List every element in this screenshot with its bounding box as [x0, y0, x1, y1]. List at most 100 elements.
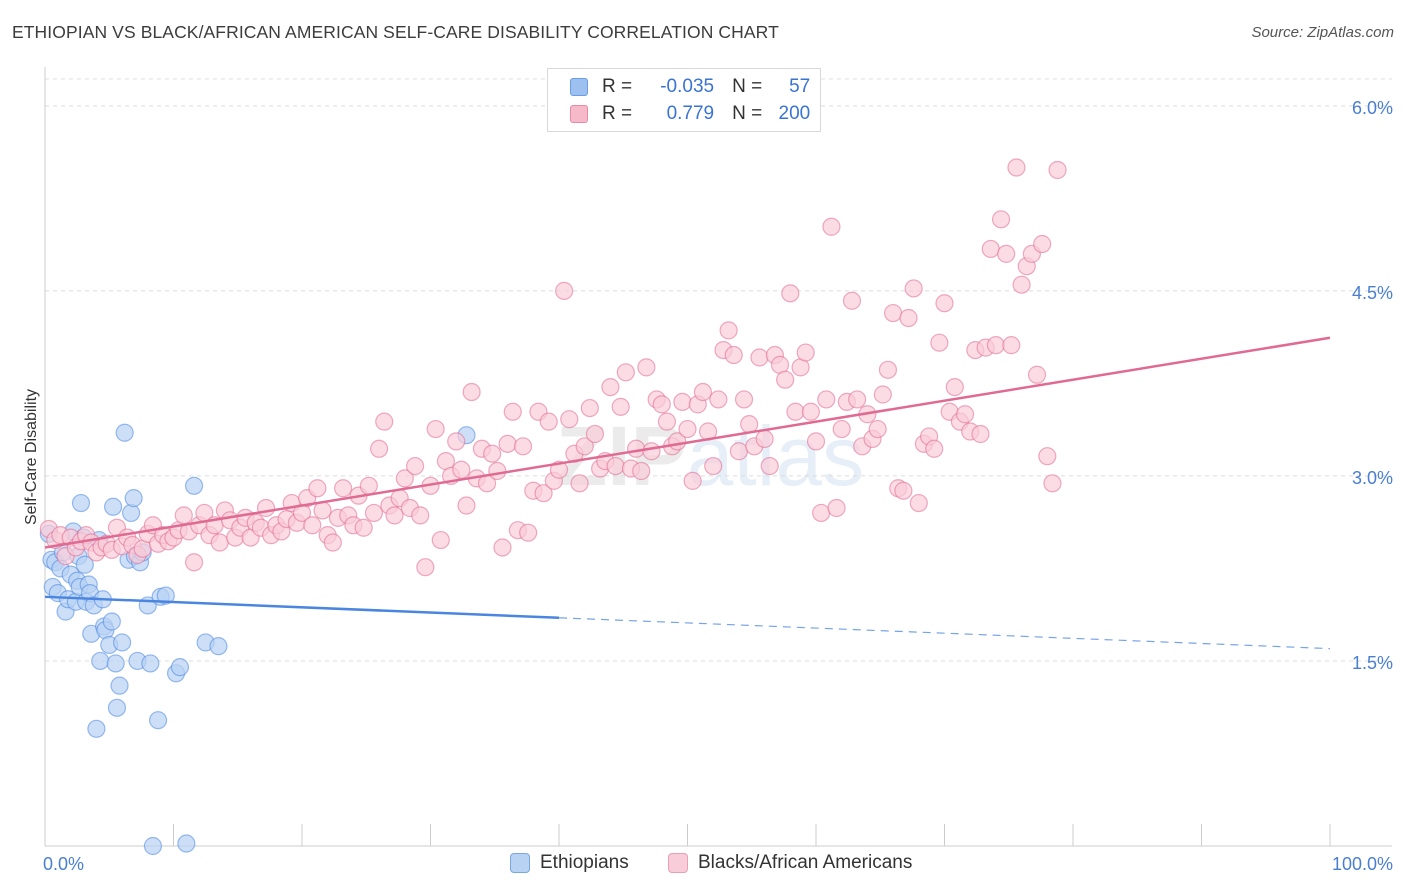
y-tick-label: 3.0% — [1352, 468, 1393, 488]
blacks-point — [375, 412, 394, 431]
blacks-point — [991, 210, 1011, 229]
ethiopians-point — [102, 612, 121, 631]
blacks-point — [971, 424, 990, 444]
blacks-point — [935, 294, 954, 313]
blacks-point — [822, 217, 841, 236]
blacks-point — [313, 501, 332, 520]
blacks-point — [452, 460, 471, 479]
ethiopians-point — [107, 698, 127, 717]
ethiopians-point — [184, 476, 204, 495]
legend-row-ethiopians: R = -0.035 N = 57 — [548, 74, 810, 100]
blacks-point — [997, 244, 1016, 263]
legend-r-value: 0.779 — [666, 103, 715, 124]
blacks-point — [560, 410, 579, 429]
axes — [44, 67, 1392, 847]
ethiopians-point — [124, 489, 143, 508]
blacks-point — [642, 442, 661, 461]
ethiopians-point — [148, 711, 168, 730]
blacks-point — [786, 402, 805, 421]
ethiopians-trend-extension — [558, 617, 1331, 650]
tick-labels: 1.5% 3.0% 4.5% 6.0% 0.0% 100.0% — [43, 98, 1393, 874]
legend-n-value: 57 — [789, 76, 811, 97]
blacks-point — [812, 503, 831, 523]
blacks-point — [693, 382, 713, 402]
blacks-point — [1002, 336, 1021, 355]
ethiopians-trend-line — [44, 595, 560, 620]
blacks-point — [709, 390, 728, 409]
blacks-point — [616, 363, 635, 382]
blacks-point — [493, 538, 512, 557]
grid-lines — [45, 78, 1392, 662]
blacks-point — [652, 395, 671, 414]
y-tick-label: 6.0% — [1352, 98, 1393, 118]
ethiopians-point — [143, 836, 163, 856]
blacks-point — [395, 469, 414, 488]
ethiopians-point — [87, 719, 106, 738]
blacks-point — [894, 481, 913, 500]
blacks-point — [781, 284, 800, 303]
blacks-point — [817, 390, 836, 409]
ethiopians-point — [75, 555, 94, 574]
blacks-point — [955, 405, 975, 424]
y-axis-label: Self-Care Disability — [23, 389, 40, 525]
legend-r-label: R = — [602, 103, 633, 124]
blacks-point — [210, 533, 229, 552]
bottom-legend-swatch-blacks — [668, 853, 688, 873]
blacks-point — [539, 412, 558, 431]
ethiopians-point — [121, 503, 141, 523]
blacks-point — [740, 415, 759, 434]
blacks-point — [580, 398, 599, 418]
blacks-point — [359, 476, 378, 495]
blacks-point — [760, 456, 779, 476]
blacks-point — [411, 506, 430, 525]
x-tick-label-max: 100.0% — [1332, 854, 1393, 874]
blacks-point — [174, 506, 193, 525]
blacks-point — [1043, 474, 1062, 493]
blacks-point — [981, 239, 1000, 259]
ethiopians-point — [106, 654, 125, 673]
blacks-point — [611, 397, 630, 416]
ethiopians-point — [110, 676, 129, 695]
blacks-point — [364, 503, 384, 523]
blacks-point — [673, 392, 692, 412]
blacks-point — [683, 471, 702, 490]
ethiopians-point — [112, 633, 132, 652]
blacks-point — [832, 419, 851, 439]
chart-title: ETHIOPIAN VS BLACK/AFRICAN AMERICAN SELF… — [12, 22, 779, 42]
blacks-point — [555, 281, 574, 300]
blacks-point — [447, 432, 466, 451]
legend-n-label: N = — [732, 103, 763, 124]
legend-n-label: N = — [732, 76, 763, 97]
blacks-point — [370, 439, 389, 458]
blacks-point — [796, 343, 815, 362]
x-tick-label-min: 0.0% — [43, 854, 84, 874]
blacks-point — [323, 533, 342, 552]
ethiopians-point — [156, 586, 175, 605]
blacks-point — [729, 442, 749, 461]
blacks-point — [308, 479, 327, 498]
blacks-point — [1033, 234, 1052, 254]
bottom-legend: Ethiopians Blacks/African Americans — [0, 852, 1406, 878]
blacks-point — [827, 498, 846, 518]
blacks-point — [334, 479, 353, 498]
blacks-point — [899, 308, 918, 328]
ethiopians-point — [170, 658, 190, 677]
blacks-point — [806, 432, 826, 451]
legend-swatch-ethiopians — [570, 78, 588, 96]
blacks-point — [503, 402, 522, 421]
ethiopians-point — [115, 423, 134, 442]
blacks-point — [575, 437, 594, 456]
legend-swatch-blacks — [570, 105, 588, 123]
blacks-point — [657, 412, 677, 431]
blacks-point — [585, 424, 605, 444]
blacks-point — [570, 474, 589, 493]
blacks-point — [883, 303, 903, 323]
blacks-point — [904, 279, 923, 298]
blacks-point — [755, 429, 774, 449]
bottom-legend-ethiopians: Ethiopians — [510, 852, 629, 874]
blacks-point — [678, 419, 697, 439]
blacks-point — [483, 444, 502, 463]
ethiopians-point — [141, 654, 160, 673]
blacks-point — [601, 378, 620, 397]
